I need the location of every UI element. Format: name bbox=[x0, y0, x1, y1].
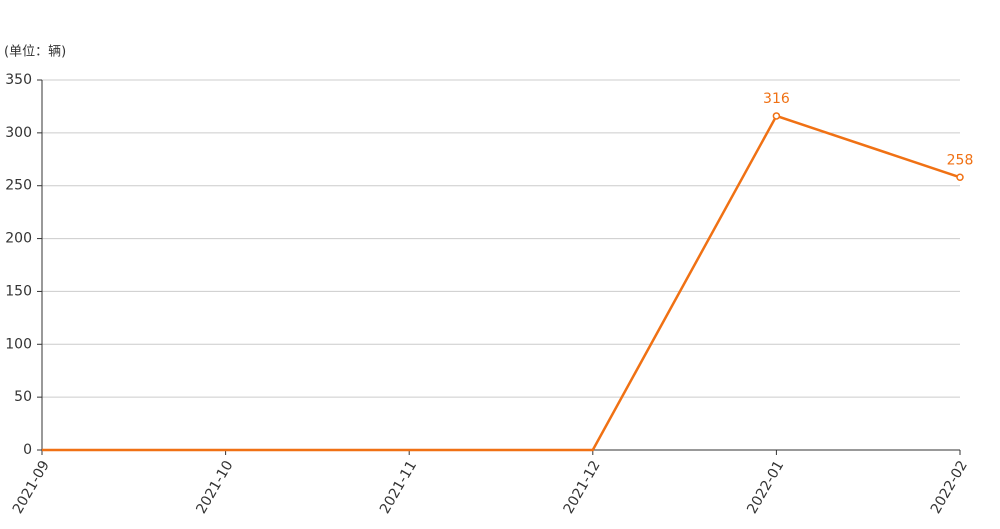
value-label: 316 bbox=[763, 91, 790, 107]
value-label: 258 bbox=[947, 152, 974, 168]
x-tick-label: 2021-10 bbox=[193, 458, 236, 517]
line bbox=[42, 114, 961, 452]
x-tick-label: 2021-11 bbox=[377, 458, 420, 517]
y-tick-label: 200 bbox=[5, 231, 32, 247]
y-tick-label: 50 bbox=[14, 389, 32, 405]
point bbox=[956, 173, 964, 182]
y-tick-label: 100 bbox=[5, 336, 32, 352]
x-tick-label: 2021-09 bbox=[10, 458, 53, 517]
y-tick-label: 150 bbox=[5, 283, 32, 299]
x-tick-label: 2022-01 bbox=[744, 458, 787, 517]
x-tick-label: 2022-02 bbox=[928, 458, 971, 517]
y-tick-label: 300 bbox=[5, 125, 32, 141]
y-tick-label: 250 bbox=[5, 178, 32, 194]
unit-label: (单位：辆) bbox=[4, 45, 66, 60]
point bbox=[772, 112, 781, 120]
y-tick-label: 0 bbox=[23, 442, 32, 458]
x-tick-label: 2021-12 bbox=[561, 458, 604, 517]
y-tick-label: 350 bbox=[5, 72, 32, 88]
